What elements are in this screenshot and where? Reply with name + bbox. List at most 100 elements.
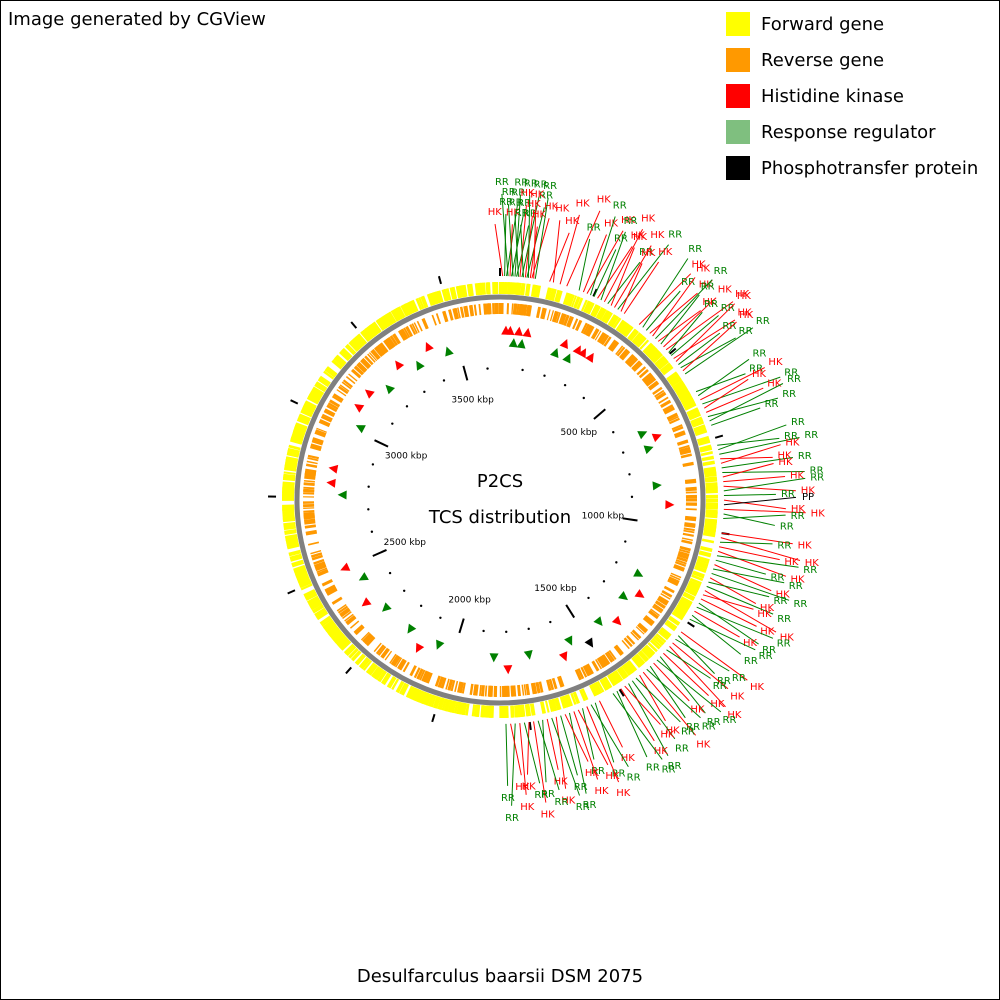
reverse-gene-mark [344,613,354,622]
reverse-gene-mark [674,432,686,439]
forward-gene-mark [619,322,629,334]
callout-label: HK [811,508,826,519]
tcs-feature-mark [584,637,594,648]
callout-line [720,537,801,561]
reverse-gene-mark [541,308,547,320]
reverse-gene-mark [602,335,610,346]
forward-gene-mark [418,297,425,310]
reverse-gene-mark [632,361,642,371]
reverse-gene-mark [434,675,441,687]
reverse-gene-mark [332,393,344,402]
reverse-gene-mark [530,683,535,695]
callout-label: HK [696,263,711,274]
tcs-feature-mark [558,651,568,662]
callout-label: RR [756,316,770,327]
callout-line [594,702,615,763]
callout-label: HK [616,788,631,799]
callout-line [586,230,624,294]
callout-label: HK [690,705,705,716]
forward-gene-mark [379,316,389,329]
callout-label: RR [501,793,515,804]
reverse-gene-mark [597,657,606,668]
reverse-gene-mark [329,399,341,407]
forward-gene-mark [674,607,686,617]
reverse-gene-mark [567,316,573,328]
reverse-gene-mark [443,310,449,322]
callout-label: HK [522,782,537,793]
forward-gene-mark [624,662,635,674]
callout-line [542,719,547,783]
reverse-gene-mark [389,653,397,664]
forward-gene-mark [339,350,350,362]
forward-gene-mark [459,702,466,715]
reverse-gene-mark [389,335,398,346]
reverse-gene-mark [580,666,588,678]
forward-gene-mark [304,590,317,599]
forward-gene-mark [384,313,394,326]
minor-tick [405,405,409,408]
reverse-gene-mark [303,516,315,520]
callout-label: HK [561,795,576,806]
legend-swatch [726,48,750,72]
reverse-gene-mark [447,679,453,691]
callout-label: HK [776,589,791,600]
reverse-gene-mark [448,679,454,691]
forward-gene-mark [688,411,701,419]
callout-label: RR [688,244,702,255]
reverse-gene-mark [540,307,545,319]
forward-gene-mark [550,698,557,712]
outer-tick-mark [669,347,677,355]
callout-label: HK [555,204,570,215]
tcs-feature-mark [522,327,532,338]
forward-gene-mark [616,667,627,680]
callout-label: HK [790,471,805,482]
callout-line [694,610,740,638]
callout-line [675,303,736,362]
forward-gene-mark [286,543,300,549]
callout-line [709,383,784,422]
reverse-gene-mark [575,319,582,331]
forward-gene-mark [331,359,343,370]
minor-tick [371,463,375,466]
reverse-gene-mark [521,684,525,696]
forward-gene-mark [664,621,676,632]
tcs-feature-mark [489,653,499,663]
reverse-gene-mark [327,402,339,410]
callout-label: RR [517,198,531,209]
callout-label: HK [604,218,619,229]
forward-gene-mark [405,685,414,698]
reverse-gene-mark [548,678,555,691]
callout-line [534,197,549,279]
callout-label: HK [597,194,612,205]
tcs-feature-mark [611,615,622,626]
reverse-gene-mark [614,645,623,656]
forward-gene-mark [303,589,316,598]
forward-gene-mark [576,297,584,310]
reverse-gene-mark [621,639,630,650]
forward-gene-mark [692,570,705,579]
forward-gene-mark [693,426,707,434]
callout-line [677,635,715,674]
callout-label: HK [691,260,706,271]
tcs-feature-mark [505,325,515,336]
tcs-feature-mark [415,642,425,653]
callout-label: RR [499,197,513,208]
reverse-gene-mark [309,445,322,452]
reverse-gene-mark [673,563,685,571]
reverse-gene-mark [303,483,315,487]
reverse-gene-mark [652,605,663,614]
reverse-gene-mark [650,608,660,617]
callout-label: RR [646,762,660,773]
forward-gene-mark [282,481,295,485]
tick-mark [593,408,606,420]
forward-gene-mark [434,291,441,304]
reverse-gene-mark [341,381,352,390]
reverse-gene-mark [594,330,602,341]
reverse-gene-mark [555,312,561,324]
callout-label: HK [710,699,725,710]
forward-gene-mark [283,474,296,479]
reverse-gene-mark [664,407,675,415]
callout-label: HK [737,308,752,319]
forward-gene-mark [524,704,529,717]
forward-gene-mark [683,400,696,410]
